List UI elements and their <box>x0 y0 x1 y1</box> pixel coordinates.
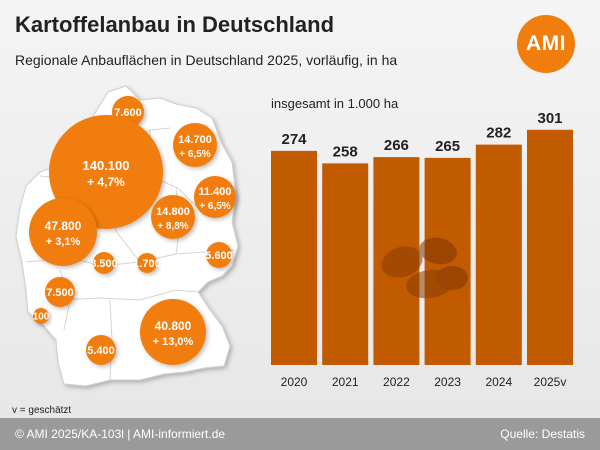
region-change-label: + 6,5% <box>179 149 211 160</box>
category-labels: 2020 2021 2022 2023 2024 2025v <box>281 375 567 389</box>
region-circle <box>45 277 75 307</box>
region-circle <box>173 123 217 167</box>
region-area-label: 47.800 <box>45 219 82 233</box>
region-circle <box>29 198 97 266</box>
region-change-label: + 6,5% <box>199 201 231 212</box>
page-subtitle: Regionale Anbauflächen in Deutschland 20… <box>15 52 398 68</box>
page-title: Kartoffelanbau in Deutschland <box>15 12 335 37</box>
bar <box>271 150 317 365</box>
region-bubble: 11.400 + 6,5% <box>194 176 236 218</box>
region-area-label: 7.500 <box>46 287 74 299</box>
region-bubble: 47.800 + 3,1% <box>29 198 97 266</box>
bar-value-label: 265 <box>435 138 460 155</box>
region-change-label: + 4,7% <box>87 175 125 189</box>
bar-value-label: 301 <box>537 110 562 127</box>
region-area-label: 7.600 <box>114 107 142 119</box>
region-area-label: 3.500 <box>90 258 118 270</box>
germany-map: 7.600 14.700 + 6,5% 140.100 + 4,7% 11.400 + 6,… <box>15 85 239 387</box>
region-area-label: 14.800 <box>156 206 190 218</box>
region-circle <box>194 176 236 218</box>
x-tick-label: 2024 <box>485 375 512 389</box>
x-tick-label: 2020 <box>281 375 308 389</box>
footer-bar: © AMI 2025/KA-103l | AMI-informiert.de Q… <box>0 418 600 450</box>
region-circle <box>151 195 195 239</box>
region-change-label: + 8,8% <box>157 221 189 232</box>
value-labels: 274 258 266 265 282 301 <box>281 110 562 161</box>
region-circle <box>93 252 115 274</box>
bar <box>527 129 573 365</box>
region-bubble: 1.700 <box>133 253 161 273</box>
region-bubble: 7.500 <box>45 277 75 307</box>
region-bubble: 100 <box>33 308 50 324</box>
potato-illustration <box>381 237 468 299</box>
region-bubble: 5.400 <box>86 335 116 365</box>
bar <box>475 144 522 365</box>
region-bubble: 14.800 + 8,8% <box>151 195 195 239</box>
region-circle <box>137 253 157 273</box>
region-change-label: + 13,0% <box>153 336 194 348</box>
ami-logo: AMI <box>517 15 575 73</box>
region-circle <box>33 308 49 324</box>
region-bubble: 40.800 + 13,0% <box>140 299 206 365</box>
bars <box>271 129 573 365</box>
region-circle <box>86 335 116 365</box>
source-text: Quelle: Destatis <box>500 427 585 441</box>
region-circle <box>206 242 232 268</box>
region-area-label: 11.400 <box>198 186 231 198</box>
copyright-text: © AMI 2025/KA-103l | AMI-informiert.de <box>15 427 226 441</box>
region-area-label: 5.600 <box>205 250 233 262</box>
x-tick-label: 2023 <box>434 375 461 389</box>
x-tick-label: 2025v <box>534 375 567 389</box>
region-circle <box>140 299 206 365</box>
region-bubble: 3.500 <box>90 252 118 274</box>
region-bubbles: 7.600 14.700 + 6,5% 140.100 + 4,7% 11.400 + 6,… <box>29 96 236 365</box>
bar-value-label: 266 <box>384 137 409 154</box>
region-area-label: 5.400 <box>87 345 115 357</box>
region-bubble: 5.600 <box>205 242 233 268</box>
x-tick-label: 2021 <box>332 375 359 389</box>
region-area-label: 14.700 <box>178 134 212 146</box>
bar-value-label: 282 <box>486 125 511 142</box>
chart-caption: insgesamt in 1.000 ha <box>271 96 399 111</box>
x-tick-label: 2022 <box>383 375 410 389</box>
region-area-label: 40.800 <box>155 319 192 333</box>
region-area-label: 100 <box>33 312 50 323</box>
bar <box>322 163 369 365</box>
bar-value-label: 274 <box>281 131 307 148</box>
region-change-label: + 3,1% <box>46 236 81 248</box>
region-bubble: 14.700 + 6,5% <box>173 123 217 167</box>
bar-value-label: 258 <box>333 143 358 160</box>
region-area-label: 140.100 <box>83 158 130 173</box>
region-area-label: 1.700 <box>133 258 161 270</box>
region-circle <box>49 115 163 229</box>
region-bubble: 140.100 + 4,7% <box>49 115 163 229</box>
footnote: v = geschätzt <box>12 405 72 416</box>
